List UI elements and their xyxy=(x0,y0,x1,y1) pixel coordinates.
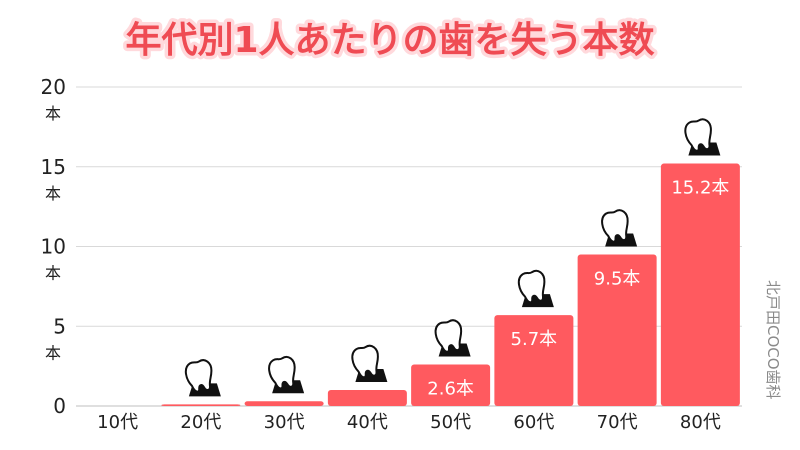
y-tick-unit: 本 xyxy=(45,184,61,203)
bar xyxy=(161,404,241,406)
y-tick-unit: 本 xyxy=(45,264,61,283)
x-tick-label: 40代 xyxy=(347,412,388,433)
tooth-icon xyxy=(351,344,388,383)
tooth-icon xyxy=(684,118,721,156)
y-tick-label: 10 xyxy=(41,235,66,259)
tooth-crown xyxy=(184,359,213,393)
tooth-crown xyxy=(268,355,296,390)
x-tick-label: 10代 xyxy=(97,412,138,433)
x-tick-label: 60代 xyxy=(513,412,554,433)
data-label: 9.5本 xyxy=(594,268,641,289)
y-tick-label: 20 xyxy=(41,75,66,99)
x-axis: 10代 20代 30代 40代 50代 60代 70代 80代 xyxy=(97,412,721,433)
watermark: 北戸田COCO歯科 xyxy=(764,280,782,400)
y-axis: 0 5 本 10 本 15 本 20 本 xyxy=(41,75,66,418)
tooth-crown xyxy=(601,209,629,243)
tooth-icon xyxy=(517,269,554,308)
bars: 2.6本 5.7本 9.5本 15.2本 xyxy=(161,163,740,406)
y-tick-unit: 本 xyxy=(45,104,61,123)
bar xyxy=(494,315,574,406)
tooth-icon xyxy=(184,359,221,397)
bar xyxy=(577,254,657,406)
y-tick-label: 5 xyxy=(53,314,66,338)
tooth-crown xyxy=(434,319,463,353)
bar xyxy=(660,163,740,406)
tooth-icon xyxy=(268,355,305,394)
chart-title: 年代別1人あたりの歯を失う本数 xyxy=(125,20,654,61)
tooth-crown xyxy=(351,344,379,379)
x-tick-label: 30代 xyxy=(264,412,305,433)
bar xyxy=(327,390,407,406)
tooth-crown xyxy=(517,269,546,304)
y-tick-unit: 本 xyxy=(45,343,61,362)
data-label: 2.6本 xyxy=(427,379,474,400)
bar xyxy=(411,364,491,406)
data-label: 5.7本 xyxy=(511,329,558,350)
x-tick-label: 80代 xyxy=(680,412,721,433)
x-tick-label: 50代 xyxy=(430,412,471,433)
tooth-icon xyxy=(601,209,638,247)
y-tick-label: 15 xyxy=(41,155,66,179)
tooth-icon xyxy=(434,319,471,357)
x-tick-label: 70代 xyxy=(597,412,638,433)
data-label: 15.2本 xyxy=(671,178,729,199)
x-tick-label: 20代 xyxy=(180,412,221,433)
y-tick-label: 0 xyxy=(53,394,66,418)
tooth-icons xyxy=(184,118,721,397)
tooth-crown xyxy=(684,118,712,152)
bar xyxy=(244,401,324,406)
